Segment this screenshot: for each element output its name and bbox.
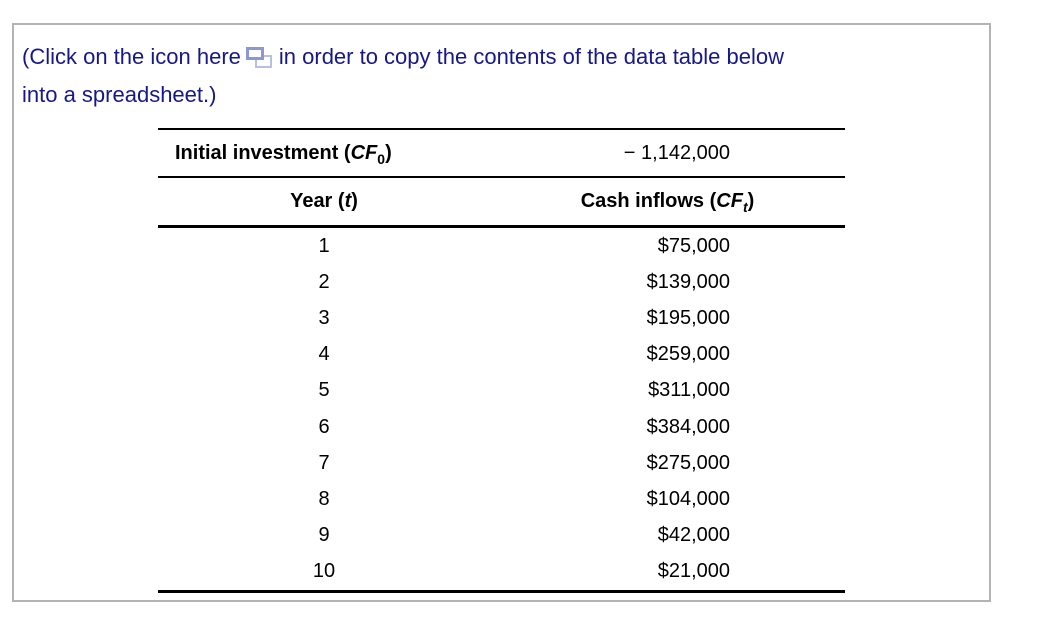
table-header-row: Year (t) Cash inflows (CFt) [158,178,845,225]
initial-investment-subscript: 0 [377,150,386,167]
cash-flow-table: Initial investment (CF0) − 1,142,000 Yea… [158,128,845,593]
cash-inflow-cell: $75,000 [657,234,730,257]
table-row: 5 $311,000 [158,373,845,409]
content-panel: (Click on the icon here in order to copy … [12,23,991,602]
initial-investment-variable: CF [350,141,378,164]
copy-icon-front-sheet [245,47,264,60]
year-cell: 6 [318,415,330,438]
table-header-rule [158,225,845,228]
table-row: 4 $259,000 [158,337,845,373]
cash-inflow-cell: $384,000 [646,415,730,438]
table-row: 7 $275,000 [158,445,845,481]
cash-inflow-cell: $311,000 [648,379,730,402]
year-cell: 10 [312,560,336,583]
table-mid-rule [158,176,845,178]
year-header-variable: t [344,190,352,212]
initial-investment-label: Initial investment (CF0) [158,141,490,167]
cash-inflow-cell: $259,000 [646,343,730,366]
initial-investment-value: − 1,142,000 [623,141,730,164]
cash-header-close: ) [747,190,755,212]
instruction-after-icon: in order to copy the contents of the dat… [278,44,784,69]
year-header-close: ) [351,190,358,212]
cash-inflow-cell: $275,000 [646,451,730,474]
year-cell: 8 [318,487,330,510]
instruction-text: (Click on the icon here in order to copy … [22,38,981,114]
initial-investment-label-text: Initial investment ( [175,141,351,164]
year-cell: 4 [318,343,330,366]
table-bottom-rule [158,589,845,593]
cash-inflow-cell: $42,000 [657,524,730,547]
year-cell: 7 [318,451,330,474]
table-top-rule [158,128,845,130]
year-cell: 9 [318,524,330,547]
cash-inflow-cell: $104,000 [646,487,730,510]
table-row: 9 $42,000 [158,518,845,554]
year-header-text: Year ( [290,190,345,212]
table-row: 2 $139,000 [158,264,845,300]
year-cell: 3 [318,306,330,329]
cash-inflow-cell: $21,000 [657,560,730,583]
table-row: 10 $21,000 [158,554,845,590]
year-cell: 2 [318,270,330,293]
cash-header-text: Cash inflows ( [580,190,717,212]
instruction-before-icon: (Click on the icon here [22,44,241,69]
cash-inflow-cell: $195,000 [646,306,730,329]
cash-inflows-column-header: Cash inflows (CFt) [490,190,845,215]
cash-inflow-cell: $139,000 [646,270,730,293]
instruction-line2: into a spreadsheet.) [22,82,217,107]
initial-investment-row: Initial investment (CF0) − 1,142,000 [158,130,845,176]
initial-investment-label-close: ) [385,141,392,164]
year-column-header: Year (t) [158,190,490,213]
table-row: 8 $104,000 [158,481,845,517]
table-row: 6 $384,000 [158,409,845,445]
cash-header-subscript: t [742,199,748,215]
cash-header-variable: CF [716,190,743,212]
year-cell: 1 [318,234,330,257]
table-row: 1 $75,000 [158,228,845,264]
table-row: 3 $195,000 [158,300,845,336]
year-cell: 5 [318,379,330,402]
copy-icon[interactable] [245,46,273,68]
